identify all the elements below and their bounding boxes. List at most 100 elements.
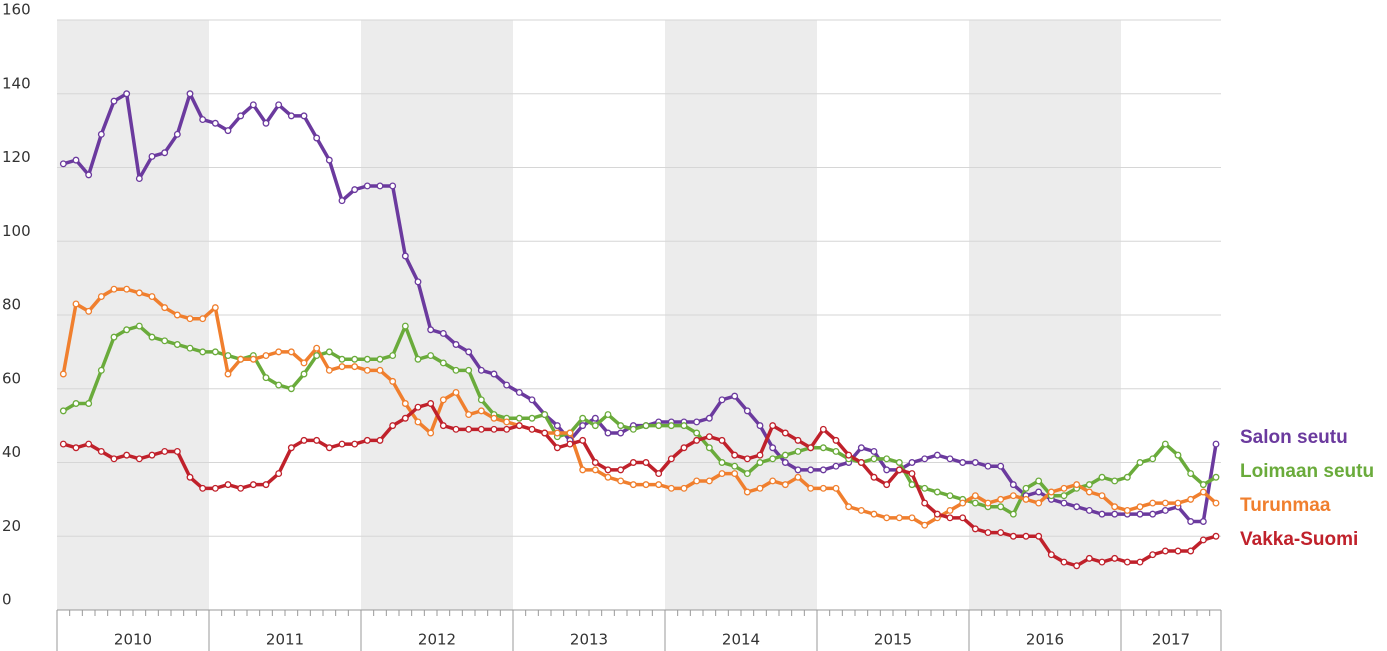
data-point bbox=[553, 429, 561, 437]
data-point bbox=[161, 337, 169, 345]
data-point bbox=[199, 315, 207, 323]
data-point bbox=[1035, 488, 1043, 496]
data-point bbox=[997, 529, 1005, 537]
data-point bbox=[287, 348, 295, 356]
data-point bbox=[819, 484, 827, 492]
data-point bbox=[110, 285, 118, 293]
data-point bbox=[300, 112, 308, 120]
data-point bbox=[984, 462, 992, 470]
data-point bbox=[883, 455, 891, 463]
data-point bbox=[731, 392, 739, 400]
data-point bbox=[604, 411, 612, 419]
data-point bbox=[642, 481, 650, 489]
data-point bbox=[97, 447, 105, 455]
data-point bbox=[769, 455, 777, 463]
data-point bbox=[351, 186, 359, 194]
data-point bbox=[199, 484, 207, 492]
data-point bbox=[148, 333, 156, 341]
data-point bbox=[72, 156, 80, 164]
data-point bbox=[262, 119, 270, 127]
data-point bbox=[211, 348, 219, 356]
data-point bbox=[959, 459, 967, 466]
data-point bbox=[123, 326, 131, 334]
data-point bbox=[857, 444, 865, 452]
data-point bbox=[819, 425, 827, 433]
data-point bbox=[465, 366, 473, 374]
data-point bbox=[895, 514, 903, 522]
data-point bbox=[452, 388, 460, 396]
data-point bbox=[1212, 473, 1220, 481]
data-point bbox=[490, 370, 498, 378]
data-point bbox=[883, 514, 891, 522]
data-point bbox=[705, 444, 713, 452]
data-point bbox=[617, 466, 625, 474]
data-point bbox=[731, 451, 739, 459]
data-point bbox=[465, 411, 473, 419]
data-point bbox=[883, 466, 891, 474]
data-point bbox=[503, 381, 511, 389]
x-tick-label: 2011 bbox=[266, 631, 304, 649]
data-point bbox=[325, 156, 333, 164]
data-point bbox=[224, 481, 232, 489]
data-point bbox=[161, 304, 169, 312]
data-point bbox=[1060, 499, 1068, 507]
data-point bbox=[617, 422, 625, 430]
data-point bbox=[591, 414, 599, 422]
data-point bbox=[300, 359, 308, 367]
y-tick-label: 80 bbox=[2, 296, 21, 314]
data-point bbox=[528, 425, 536, 433]
data-point bbox=[59, 370, 67, 378]
y-tick-label: 120 bbox=[2, 148, 31, 166]
data-point bbox=[477, 396, 485, 404]
data-point bbox=[997, 462, 1005, 470]
data-point bbox=[376, 355, 384, 363]
data-point bbox=[363, 182, 371, 190]
data-point bbox=[275, 381, 283, 389]
data-point bbox=[921, 521, 929, 529]
data-point bbox=[1174, 451, 1182, 459]
data-point bbox=[186, 90, 194, 98]
data-point bbox=[642, 459, 650, 466]
data-point bbox=[1161, 499, 1169, 507]
x-tick-label: 2017 bbox=[1152, 631, 1190, 649]
data-point bbox=[1199, 518, 1207, 525]
data-point bbox=[693, 418, 701, 426]
data-point bbox=[287, 385, 295, 393]
data-point bbox=[1085, 554, 1093, 562]
data-point bbox=[414, 355, 422, 363]
data-point bbox=[477, 366, 485, 374]
data-point bbox=[1060, 484, 1068, 492]
data-point bbox=[794, 473, 802, 481]
data-point bbox=[870, 447, 878, 455]
legend-label: Loimaan seutu bbox=[1240, 461, 1374, 482]
legend-label: Salon seutu bbox=[1240, 427, 1348, 448]
data-point bbox=[705, 414, 713, 422]
data-point bbox=[1098, 473, 1106, 481]
data-point bbox=[465, 425, 473, 433]
data-point bbox=[667, 422, 675, 430]
data-point bbox=[427, 326, 435, 334]
data-point bbox=[1022, 495, 1030, 503]
data-point bbox=[313, 344, 321, 352]
data-point bbox=[351, 355, 359, 363]
data-point bbox=[756, 484, 764, 492]
data-point bbox=[946, 514, 954, 522]
data-point bbox=[515, 388, 523, 396]
data-point bbox=[1035, 532, 1043, 540]
data-point bbox=[59, 440, 67, 448]
data-point bbox=[173, 341, 181, 348]
data-point bbox=[743, 488, 751, 496]
legend-label: Turunmaa bbox=[1240, 495, 1331, 516]
data-point bbox=[224, 370, 232, 378]
y-tick-label: 0 bbox=[2, 591, 12, 609]
data-point bbox=[769, 422, 777, 430]
data-point bbox=[895, 466, 903, 474]
data-point bbox=[1022, 484, 1030, 492]
data-point bbox=[1212, 532, 1220, 540]
data-point bbox=[465, 348, 473, 356]
y-tick-label: 160 bbox=[2, 1, 31, 19]
data-point bbox=[439, 329, 447, 337]
data-point bbox=[718, 396, 726, 404]
data-point bbox=[173, 311, 181, 319]
